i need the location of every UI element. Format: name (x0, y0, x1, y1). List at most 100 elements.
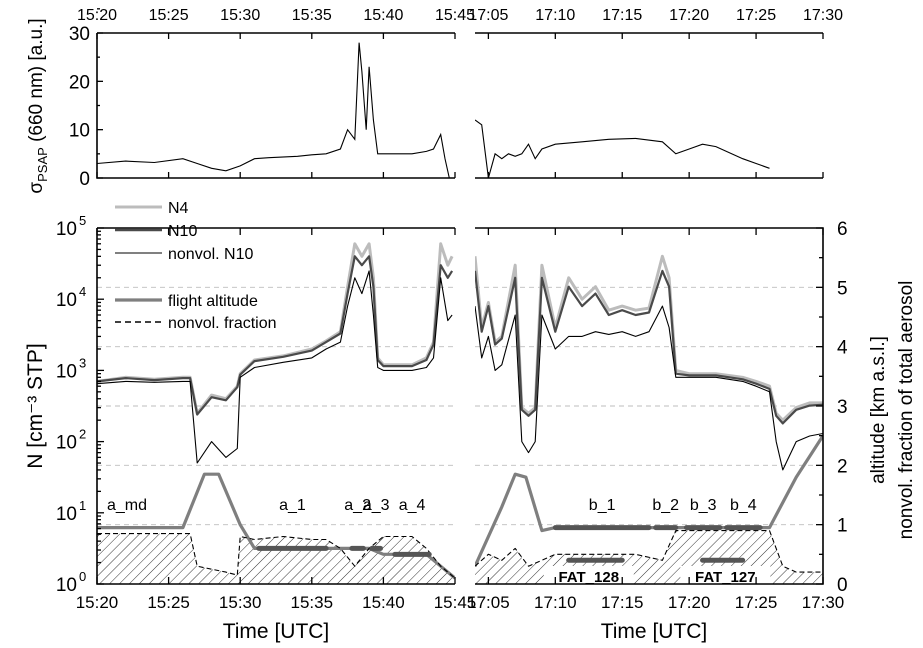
y2-tick-label: 5 (837, 278, 848, 299)
top-y-tick-label: 10 (69, 121, 90, 142)
top-ylabel: σPSAP (660 nm) [a.u.] (26, 18, 50, 193)
n10-line-right (475, 269, 823, 425)
bottom-series-right (475, 254, 823, 573)
top-x-tick-label: 15:40 (363, 7, 403, 24)
segment-label: b_4 (730, 497, 757, 514)
top-panel: σPSAP (660 nm) [a.u.] 0 10 20 30 15:20 15:25… (26, 7, 843, 194)
nonvol-n10-line-left (97, 270, 453, 464)
top-ylabel-main: σ (26, 182, 47, 194)
segment-label: a_1 (279, 497, 306, 514)
top-x-tick-label: 17:05 (468, 7, 508, 24)
y2-tick-label: 4 (837, 338, 848, 359)
y2-tick-label: 6 (837, 219, 848, 240)
right-ylabel-altitude: altitude [km a.s.l.] (868, 336, 889, 484)
fat-label-bg (680, 566, 771, 585)
fat-label: FAT_128 (558, 569, 619, 586)
top-x-tick-label: 15:35 (292, 7, 332, 24)
fat-label-bg (543, 566, 634, 585)
legend-label: nonvol. N10 (168, 246, 253, 263)
bottom-y-tick-exponent: 1 (79, 498, 86, 513)
bottom-x-tick-label: 17:25 (735, 593, 778, 612)
bottom-x-tick-label: 17:30 (802, 593, 845, 612)
top-left-axis-frame (96, 32, 455, 179)
segment-label: a_3 (363, 497, 390, 514)
sigma-psap-line-right (475, 119, 770, 178)
bottom-y-tick-label: 10 (56, 361, 77, 382)
top-y-tick-label: 30 (69, 24, 90, 45)
bottom-y-tick-label: 10 (56, 219, 77, 240)
segment-label: b_2 (652, 497, 679, 514)
top-right-axis-frame (475, 32, 823, 179)
top-y-tick-label: 20 (69, 72, 90, 93)
bottom-y-tick-label: 10 (56, 575, 77, 596)
legend-label: nonvol. fraction (168, 315, 277, 332)
top-series-left (97, 42, 450, 178)
y2-tick-label: 1 (837, 516, 848, 537)
bottom-y-tick-exponent: 3 (79, 355, 86, 370)
top-series-right (475, 119, 770, 178)
fat-label: FAT_127 (695, 569, 756, 586)
top-ylabel-rest: (660 nm) [a.u.] (26, 18, 47, 147)
bottom-x-tick-label: 17:15 (601, 593, 644, 612)
bottom-y-tick-label: 10 (56, 433, 77, 454)
bottom-x-ticks-left: 15:20 15:25 15:30 15:35 15:40 15:45 (76, 228, 477, 612)
top-x-tick-label: 17:30 (803, 7, 843, 24)
bottom-x-tick-label: 17:05 (467, 593, 510, 612)
nonvol-fraction-line-left (97, 533, 455, 579)
legend-label: flight altitude (168, 293, 258, 310)
segment-label: a_4 (399, 497, 426, 514)
bottom-series-left (97, 242, 455, 580)
top-x-tick-label: 17:25 (736, 7, 776, 24)
bottom-x-tick-label: 17:20 (668, 593, 711, 612)
bottom-x-tick-label: 15:25 (147, 593, 190, 612)
nonvol-fraction-hatch (97, 533, 455, 584)
segment-label: b_1 (589, 497, 616, 514)
bottom-y-tick-exponent: 2 (79, 427, 86, 442)
top-y-ticks: 0 10 20 30 (69, 8, 103, 190)
top-x-tick-label: 17:15 (602, 7, 642, 24)
top-x-tick-label: 15:30 (220, 7, 260, 24)
bottom-y-tick-exponent: 0 (79, 569, 86, 584)
nonvol-fraction-line-right (475, 530, 823, 573)
segment-label: b_3 (690, 497, 717, 514)
bottom-x-tick-label: 15:30 (219, 593, 262, 612)
bottom-x-tick-label: 15:40 (362, 593, 405, 612)
legend-label: N4 (168, 200, 189, 217)
bottom-x-tick-label: 15:35 (291, 593, 334, 612)
legend: N4 N10 nonvol. N10 flight altitude nonvol. f… (115, 200, 277, 332)
top-x-tick-label: 15:45 (435, 7, 475, 24)
y2-tick-label: 0 (837, 575, 848, 596)
flight-segments: a_md a_1 a_2a_3 a_4 b_1 b_2 b_3 b_4 FAT_128 FAT_1… (107, 497, 771, 586)
bottom-y-tick-exponent: 4 (79, 284, 86, 299)
top-x-ticks-right: 17:05 17:10 17:15 17:20 17:25 17:30 (468, 7, 843, 178)
bottom-ylabel: N [cm⁻³ STP] (24, 343, 47, 468)
y2-tick-label: 2 (837, 456, 848, 477)
bottom-x-tick-label: 15:45 (434, 593, 477, 612)
top-x-tick-label: 17:20 (669, 7, 709, 24)
legend-label: N10 (168, 223, 197, 240)
top-x-tick-label: 15:20 (77, 7, 117, 24)
xlabel-left: Time [UTC] (223, 620, 330, 643)
bottom-panel: a_md a_1 a_2a_3 a_4 b_1 b_2 b_3 b_4 FAT_128 FAT_1… (24, 200, 917, 643)
right-ylabel-nonvol-fraction: nonvol. fraction of total aerosol (896, 281, 917, 540)
top-x-tick-label: 15:25 (149, 7, 189, 24)
bottom-x-ticks-right: 17:05 17:10 17:15 17:20 17:25 17:30 (467, 228, 844, 612)
top-x-ticks-left: 15:20 15:25 15:30 15:35 15:40 15:45 (77, 7, 475, 178)
n10-line-left (97, 255, 454, 416)
bottom-y-tick-exponent: 5 (79, 213, 86, 228)
bottom-x-tick-label: 15:20 (76, 593, 119, 612)
nonvol-n10-line-right (475, 305, 823, 471)
top-x-tick-label: 17:10 (535, 7, 575, 24)
nonvol-fraction-hatch-left (97, 533, 455, 584)
flight-altitude-line-right (475, 434, 823, 567)
top-ylabel-sub: PSAP (35, 147, 50, 182)
bottom-y2-ticks: 0 1 2 3 4 5 6 (816, 219, 848, 596)
bottom-x-tick-label: 17:10 (534, 593, 577, 612)
bottom-y-tick-label: 10 (56, 290, 77, 311)
n4-line-right (475, 254, 823, 422)
xlabel-right: Time [UTC] (601, 620, 708, 643)
y2-tick-label: 3 (837, 397, 848, 418)
bottom-left-axis-frame (96, 227, 455, 585)
